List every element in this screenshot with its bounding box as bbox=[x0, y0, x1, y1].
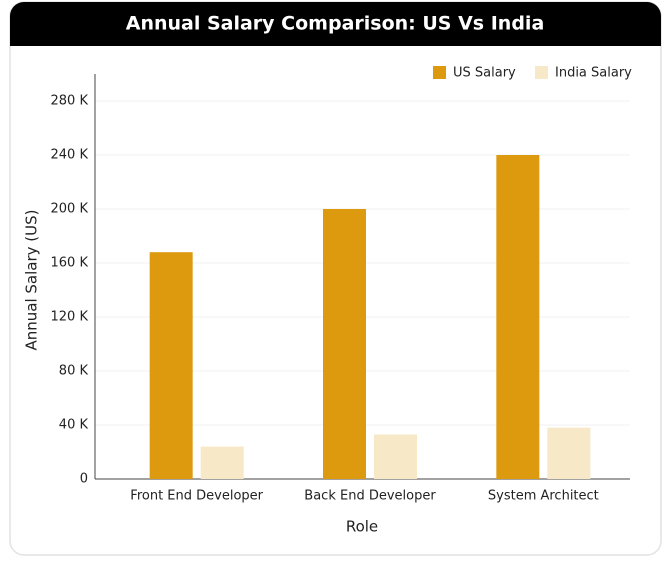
legend-label: US Salary bbox=[453, 66, 516, 81]
x-tick-label: System Architect bbox=[488, 489, 599, 504]
y-tick-label: 40 K bbox=[59, 418, 89, 433]
bar bbox=[200, 446, 244, 479]
bar bbox=[374, 434, 417, 479]
y-axis-label: Annual Salary (US) bbox=[23, 210, 41, 351]
y-tick-label: 200 K bbox=[51, 202, 89, 217]
y-tick-label: 240 K bbox=[51, 148, 89, 163]
bar bbox=[323, 209, 366, 479]
legend-swatch bbox=[535, 66, 548, 79]
y-tick-label: 120 K bbox=[51, 310, 89, 325]
legend-label: India Salary bbox=[555, 66, 632, 81]
x-tick-label: Back End Developer bbox=[304, 489, 436, 504]
y-tick-label: 280 K bbox=[51, 94, 89, 109]
y-tick-label: 160 K bbox=[51, 256, 89, 271]
chart-title: Annual Salary Comparison: US Vs India bbox=[126, 13, 545, 35]
x-tick-label: Front End Developer bbox=[130, 489, 263, 504]
bar bbox=[547, 427, 591, 479]
bar bbox=[149, 252, 193, 479]
y-tick-label: 80 K bbox=[59, 364, 89, 379]
y-tick-label: 0 bbox=[80, 472, 88, 487]
header-bar bbox=[10, 2, 661, 46]
legend-swatch bbox=[433, 66, 446, 79]
bar bbox=[496, 155, 540, 479]
x-axis-label: Role bbox=[346, 518, 378, 536]
